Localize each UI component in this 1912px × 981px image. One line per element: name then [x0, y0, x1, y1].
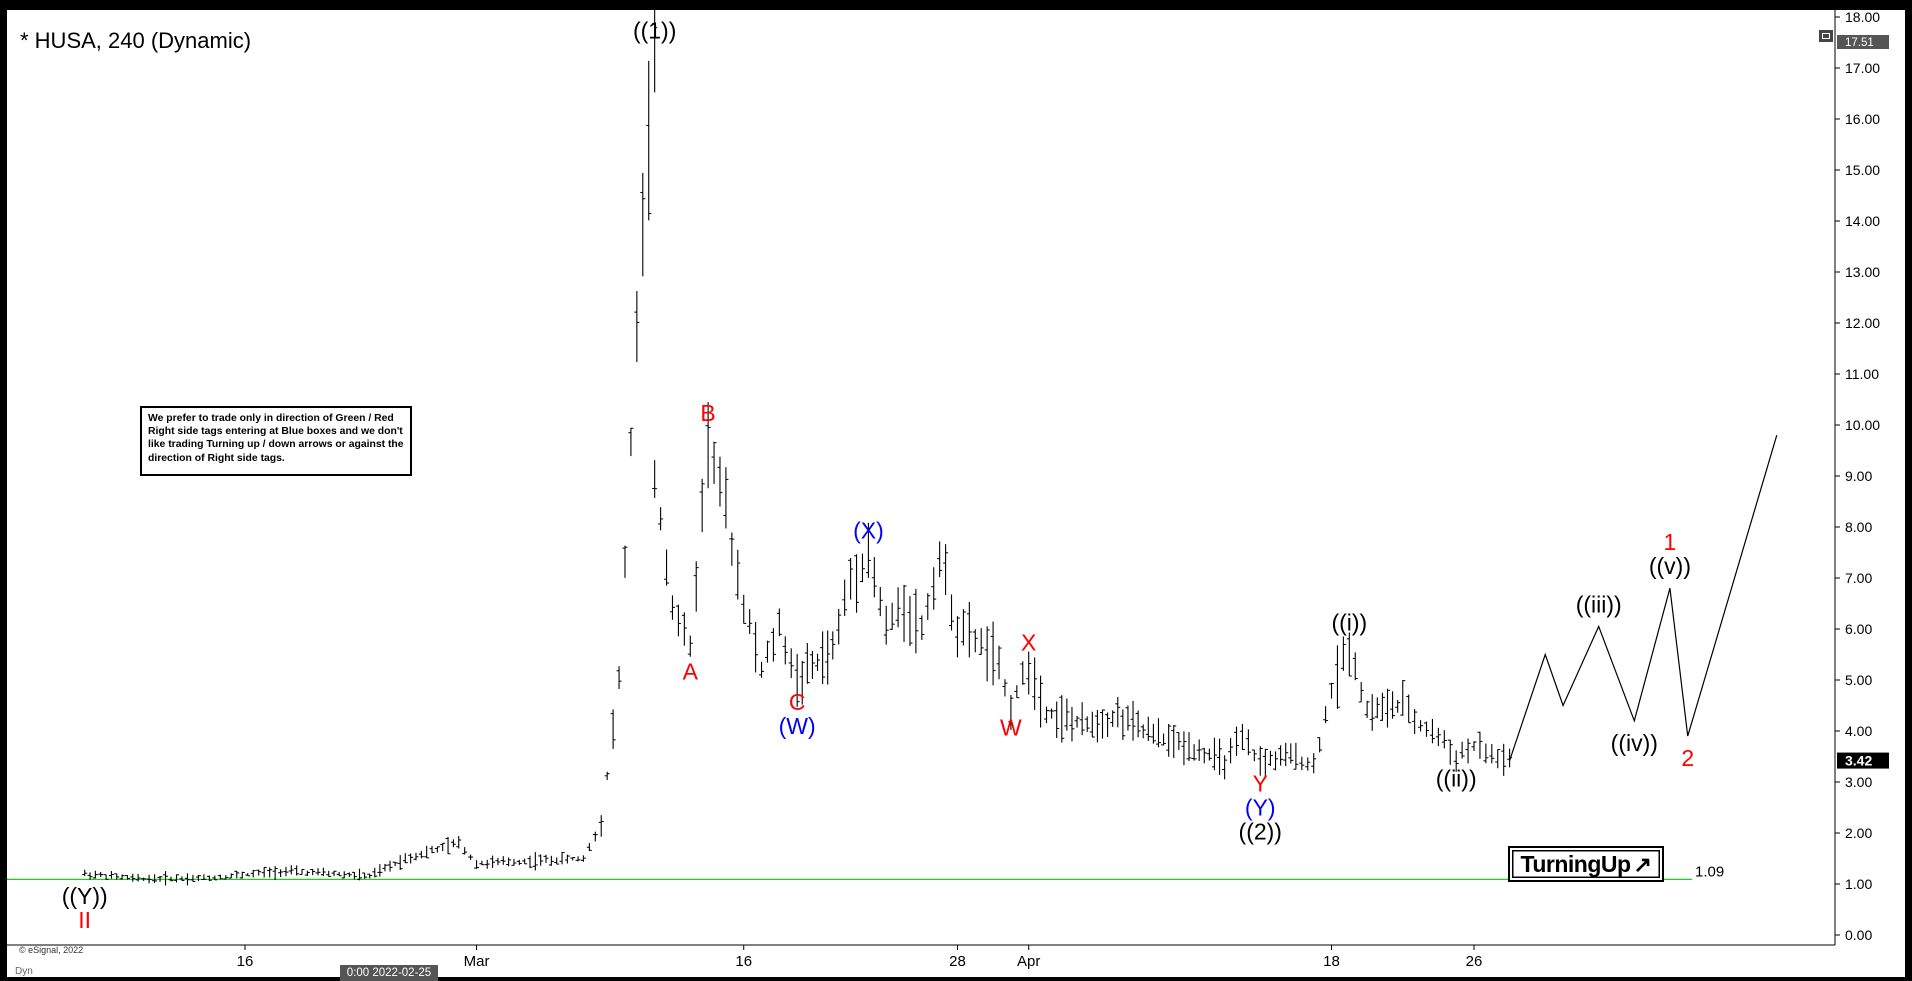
wave-label: ((iv)): [1611, 730, 1658, 756]
y-tick-label: 10.00: [1845, 417, 1880, 433]
turning-up-label: TurningUp: [1520, 851, 1632, 877]
x-tick-label: 26: [1466, 953, 1483, 970]
wave-label: (X): [853, 518, 884, 544]
x-tick-label: 18: [1323, 953, 1340, 970]
y-tick-label: 11.00: [1845, 366, 1879, 382]
y-tick-label: 8.00: [1845, 519, 1872, 535]
y-tick-label: 4.00: [1845, 723, 1872, 739]
y-tick-label: 7.00: [1845, 570, 1872, 586]
wave-label: ((i)): [1331, 609, 1367, 635]
chart-title: * HUSA, 240 (Dynamic): [20, 28, 252, 53]
up-right-arrow-icon: ↗: [1633, 852, 1652, 877]
high-price-value: 17.51: [1845, 37, 1874, 49]
y-tick-label: 5.00: [1845, 672, 1872, 688]
mode-indicator: Dyn: [15, 966, 33, 977]
wave-label: (Y): [1245, 795, 1276, 821]
wave-label: 2: [1681, 745, 1694, 771]
wave-label: Y: [1253, 771, 1268, 797]
wave-label: C: [789, 689, 806, 715]
y-tick-label: 3.00: [1845, 774, 1872, 790]
last-price-value: 3.42: [1845, 753, 1872, 769]
y-tick-label: 9.00: [1845, 468, 1872, 484]
wave-label: ((Y)): [62, 883, 108, 909]
wave-label: ((v)): [1649, 553, 1691, 579]
copyright-text: © eSignal, 2022: [19, 945, 84, 955]
wave-label: 1: [1664, 529, 1677, 555]
trading-note: We prefer to trade only in direction of …: [140, 406, 412, 476]
high-price-tag: [1837, 34, 1889, 49]
wave-label: X: [1021, 630, 1036, 656]
y-tick-label: 6.00: [1845, 621, 1872, 637]
support-level-label: 1.09: [1695, 863, 1724, 880]
wave-label: ((1)): [633, 18, 676, 44]
y-tick-label: 1.00: [1845, 876, 1872, 892]
x-tick-label: 28: [949, 953, 966, 970]
x-tick-label: 16: [237, 953, 254, 970]
wave-label: II: [78, 907, 91, 933]
x-tick-label: Apr: [1017, 953, 1040, 970]
crosshair-time-label: 0:00 2022-02-25: [340, 965, 438, 981]
y-tick-label: 15.00: [1845, 162, 1880, 178]
wave-label: A: [683, 658, 699, 684]
y-tick-label: 12.00: [1845, 315, 1880, 331]
wave-label: W: [1000, 715, 1022, 741]
x-tick-label: 16: [735, 953, 752, 970]
price-chart[interactable]: 0.00 1.00 2.00 3.00 4.00 5.00 6.00 7.00 8.00 9.00…: [7, 10, 1905, 977]
x-tick-label: Mar: [464, 953, 490, 970]
restore-window-icon[interactable]: [1819, 30, 1833, 42]
y-tick-label: 13.00: [1845, 264, 1880, 280]
y-tick-label: 0.00: [1845, 927, 1872, 943]
turning-up-badge: TurningUp ↗: [1508, 846, 1664, 882]
projection-path: [1509, 435, 1778, 761]
last-price-tag: [1837, 752, 1889, 769]
wave-label: ((2)): [1239, 819, 1282, 845]
y-tick-label: 2.00: [1845, 825, 1872, 841]
y-tick-label: 16.00: [1845, 111, 1880, 127]
wave-label: B: [700, 400, 715, 426]
y-tick-label: 18.00: [1845, 10, 1880, 25]
chart-window: 0.00 1.00 2.00 3.00 4.00 5.00 6.00 7.00 8.00 9.00…: [7, 10, 1905, 981]
y-tick-label: 17.00: [1845, 60, 1880, 76]
wave-label: (W): [779, 713, 816, 739]
wave-label: ((ii)): [1436, 766, 1477, 792]
y-tick-label: 14.00: [1845, 213, 1880, 229]
wave-label: ((iii)): [1576, 591, 1622, 617]
